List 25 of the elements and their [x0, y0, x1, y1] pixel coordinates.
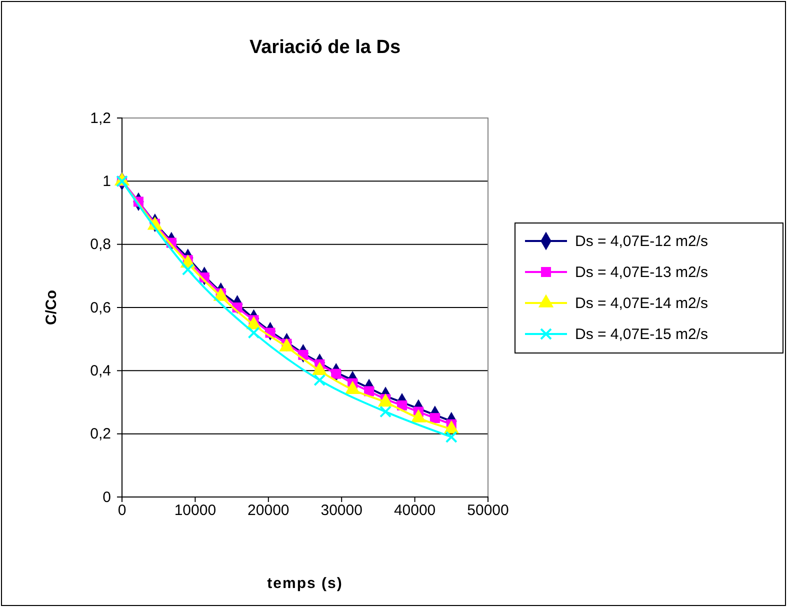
y-tick-label: 0,8 — [90, 236, 111, 254]
legend-label: Ds = 4,07E-12 m2/s — [575, 233, 708, 250]
x-tick-label: 0 — [118, 502, 126, 519]
y-tick-label: 1,2 — [90, 110, 111, 127]
legend-label: Ds = 4,07E-15 m2/s — [575, 326, 708, 343]
y-tick-label: 0,4 — [90, 362, 111, 380]
y-tick-label: 0 — [102, 488, 111, 506]
x-tick-label: 20000 — [248, 502, 290, 519]
chart-title: Variació de la Ds — [249, 37, 401, 58]
point — [445, 430, 458, 443]
legend-label: Ds = 4,07E-13 m2/s — [575, 264, 708, 281]
y-tick-label: 1 — [102, 172, 111, 190]
legend-label: Ds = 4,07E-14 m2/s — [575, 295, 708, 312]
point — [248, 326, 260, 339]
point — [314, 374, 326, 386]
y-tick-label: 0,2 — [90, 426, 111, 443]
x-axis-title: temps (s) — [267, 575, 343, 592]
y-tick-label: 0,6 — [90, 299, 111, 316]
point — [380, 406, 392, 418]
x-tick-label: 50000 — [467, 502, 509, 519]
x-tick-label: 40000 — [394, 502, 436, 519]
x-tick-label: 10000 — [174, 502, 216, 519]
x-tick-label: 30000 — [320, 502, 362, 519]
y-axis-title: C/Co — [43, 290, 60, 325]
point — [182, 264, 194, 276]
